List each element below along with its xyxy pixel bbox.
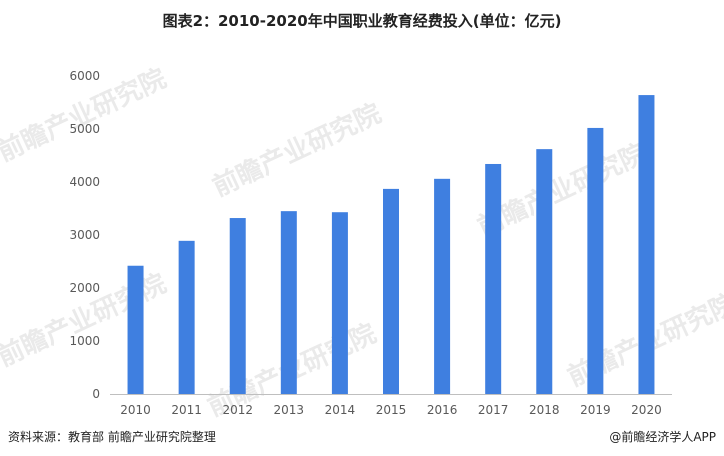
x-tick-label: 2013: [274, 403, 305, 417]
bar-2019: [587, 127, 604, 394]
x-tick-label: 2014: [325, 403, 356, 417]
x-tick-label: 2015: [376, 403, 407, 417]
bar-2010: [127, 265, 144, 394]
y-tick-label: 6000: [69, 69, 100, 83]
bar-2016: [434, 178, 451, 394]
y-tick-label: 4000: [69, 175, 100, 189]
bar-2013: [280, 211, 297, 394]
bars: [127, 95, 655, 394]
y-tick-label: 5000: [69, 122, 100, 136]
bar-2015: [383, 188, 399, 394]
y-tick-label: 1000: [69, 334, 100, 348]
x-tick-label: 2017: [478, 403, 509, 417]
x-tick-label: 2020: [631, 403, 662, 417]
y-tick-label: 3000: [69, 228, 100, 242]
x-tick-label: 2018: [529, 403, 560, 417]
bar-2018: [536, 149, 553, 394]
y-axis: 0 1000 2000 3000 4000 5000 6000: [69, 69, 100, 401]
bar-2020: [638, 95, 655, 394]
x-tick-label: 2010: [120, 403, 151, 417]
x-tick-label: 2019: [580, 403, 611, 417]
bar-2017: [485, 163, 502, 394]
y-tick-label: 2000: [69, 281, 100, 295]
chart-title: 图表2：2010-2020年中国职业教育经费投入(单位：亿元): [162, 12, 562, 30]
source-note: 资料来源：教育部 前瞻产业研究院整理: [8, 430, 216, 444]
credit-note: @前瞻经济学人APP: [609, 430, 716, 444]
x-axis: 2010 2011 2012 2013 2014 2015 2016 2017 2018 2019…: [120, 403, 661, 417]
bar-2011: [178, 240, 195, 394]
x-tick-label: 2011: [171, 403, 202, 417]
bar-2014: [331, 212, 348, 394]
x-tick-label: 2016: [427, 403, 458, 417]
x-tick-label: 2012: [222, 403, 253, 417]
bar-2012: [229, 218, 246, 394]
y-tick-label: 0: [92, 387, 100, 401]
